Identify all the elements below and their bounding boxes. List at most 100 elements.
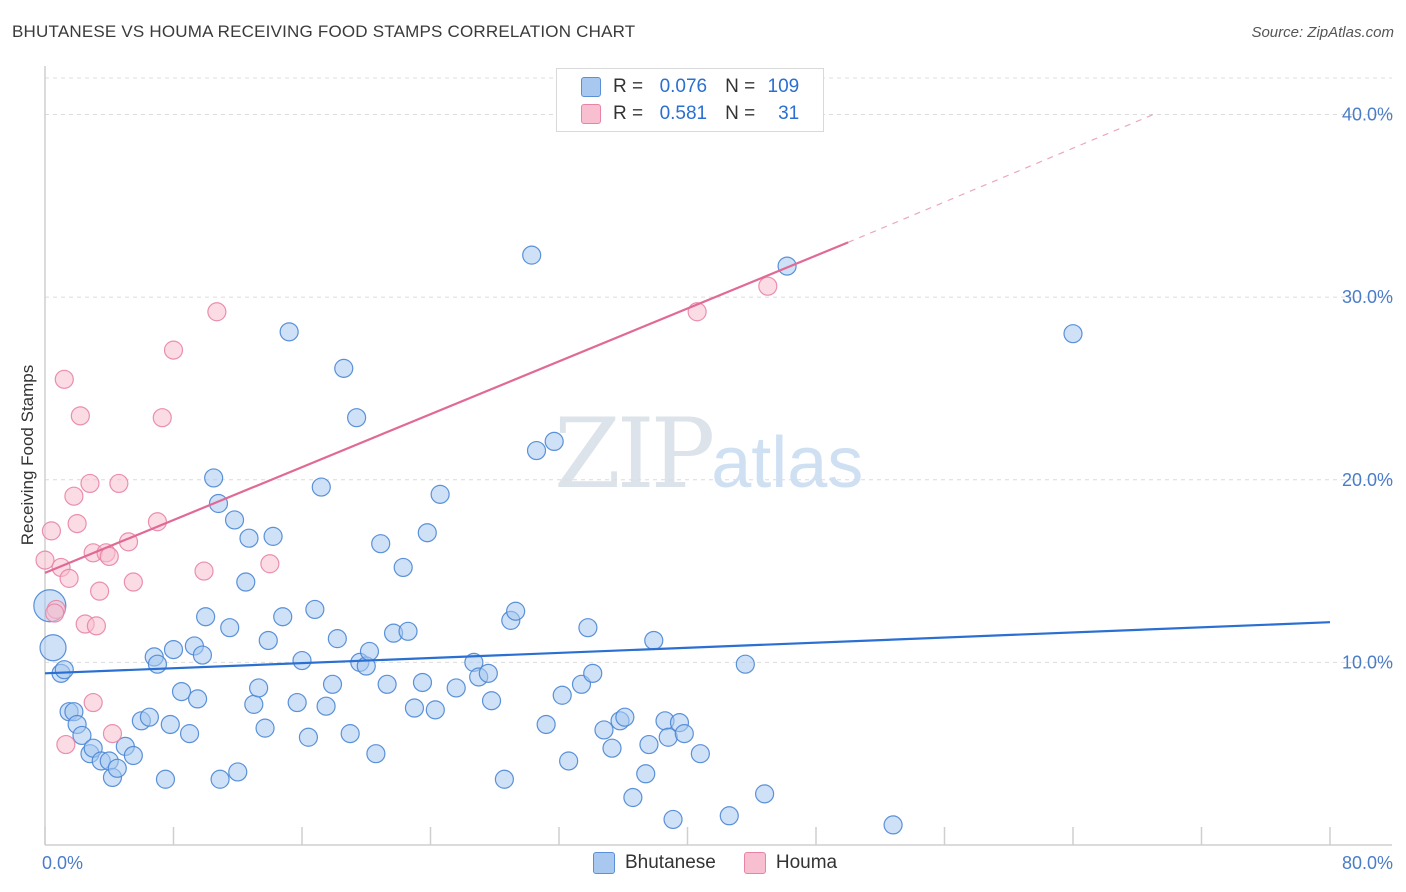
bhutanese-point [228,762,248,782]
bhutanese-point [526,440,547,461]
bhutanese-point [322,674,343,694]
bhutanese-point [155,769,176,789]
bhutanese-point [279,322,299,342]
bhutanese-point [179,724,200,744]
legend-row-bhutanese: R = 0.076 N = 109 [581,75,799,99]
bhutanese-point [639,734,659,755]
bhutanese-point [430,484,450,504]
houma-point [163,340,184,360]
bhutanese-point [334,358,354,378]
bhutanese-point [481,691,502,711]
bhutanese-point [494,769,514,789]
bottom-legend-swatch-bhutanese [593,852,615,874]
bhutanese-point [883,815,903,835]
bhutanese-point [578,618,598,638]
bhutanese-point [147,654,168,674]
bhutanese-trend-line [44,621,1331,675]
chart-title: BHUTANESE VS HOUMA RECEIVING FOOD STAMPS… [12,22,636,41]
bhutanese-point [273,607,293,627]
houma-point [207,302,227,322]
legend-r-label: R = [613,103,644,124]
legend-swatch-houma [581,104,601,124]
houma-point [194,561,214,581]
bhutanese-point [674,724,694,744]
bhutanese-point [690,744,710,764]
bhutanese-point [536,714,556,735]
bottom-legend-swatch-houma [743,852,766,874]
bhutanese-point [244,694,264,714]
bhutanese-point [658,727,678,747]
bhutanese-point [340,724,360,744]
bhutanese-point [239,528,259,548]
bhutanese-point [39,634,67,662]
x-tick-label: 0.0% [42,853,83,873]
houma-point [70,406,90,426]
bhutanese-point [163,639,184,660]
bhutanese-point [602,738,622,758]
bhutanese-point [398,621,418,641]
x-tick-label: 80.0% [1342,853,1393,873]
bhutanese-point [522,245,542,265]
bhutanese-point [544,431,564,452]
legend-r-value-houma: 0.581 [659,103,708,124]
watermark-atlas: atlas [711,423,864,503]
bottom-legend: Bhutanese Houma [593,852,837,874]
bhutanese-point [236,572,256,592]
bhutanese-point [287,692,307,713]
bhutanese-point [210,769,230,789]
legend-n-value-bhutanese: 109 [767,76,800,97]
bhutanese-point [224,510,245,530]
houma-point [758,276,778,296]
bhutanese-point [425,700,445,720]
houma-point [45,603,65,623]
bhutanese-point [171,681,192,702]
houma-point [109,473,129,494]
houma-point [59,568,79,588]
legend: R = 0.076 N = 109 R = 0.581 N = 31 [556,68,824,132]
bhutanese-point [139,707,160,727]
bhutanese-point [305,599,325,620]
houma-point [64,486,84,506]
houma-trend-extension [847,113,1154,243]
bottom-legend-label-houma: Houma [775,852,838,873]
y-tick-label: 10.0% [1342,652,1393,672]
bhutanese-point [446,678,466,698]
houma-point [67,513,87,534]
bhutanese-point [311,477,331,497]
bhutanese-point [412,672,433,693]
houma-point [35,550,55,570]
bhutanese-point [615,707,635,727]
bhutanese-point [327,629,347,649]
legend-n-value-houma: 31 [778,103,800,124]
bhutanese-point [506,601,526,621]
bhutanese-point [204,468,224,488]
houma-point [54,369,74,389]
bhutanese-point [316,696,336,716]
houma-trend-line [44,241,849,574]
watermark-zip: ZIP [554,398,715,510]
houma-point [83,692,103,713]
bottom-legend-label-bhutanese: Bhutanese [625,852,716,873]
bhutanese-point [255,718,275,738]
bhutanese-point [107,758,127,778]
bhutanese-point [347,408,367,428]
bhutanese-point [263,526,283,546]
legend-r-label: R = [613,76,644,97]
watermark: ZIPatlas [554,398,863,510]
bhutanese-point [220,618,240,638]
bhutanese-point [393,557,413,578]
bhutanese-point [754,784,775,804]
bhutanese-point [366,744,386,764]
bhutanese-point [187,689,208,709]
bhutanese-point [377,674,397,694]
bhutanese-point [258,630,278,651]
bhutanese-point [196,607,216,627]
bhutanese-point [298,727,319,747]
bhutanese-point [123,745,143,766]
bhutanese-point [663,809,683,830]
houma-point [80,473,100,494]
bhutanese-point [559,751,579,771]
houma-point [56,734,76,755]
bhutanese-point [478,663,498,683]
